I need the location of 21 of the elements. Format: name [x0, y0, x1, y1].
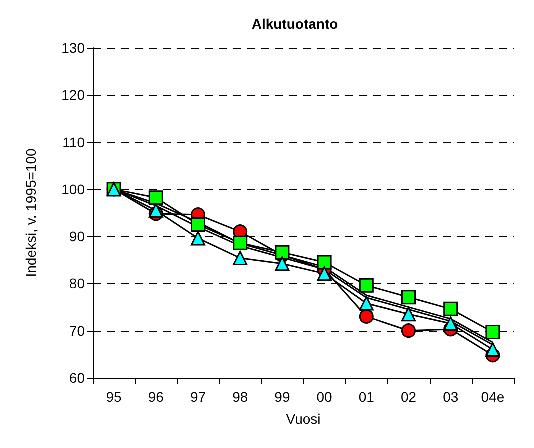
- y-tick-label: 120: [62, 87, 86, 104]
- x-tick-label: 01: [358, 389, 375, 405]
- x-tick-label: 97: [190, 389, 206, 405]
- x-tick-label: 04e: [481, 389, 505, 405]
- x-tick-label: 98: [232, 389, 248, 405]
- y-tick-label: 80: [69, 276, 86, 292]
- x-tick-label: 00: [316, 389, 333, 405]
- x-tick-label: 02: [400, 389, 417, 405]
- y-tick-label: 90: [69, 228, 86, 245]
- chart-title: Alkutuotanto: [252, 16, 338, 32]
- y-tick-label: 60: [69, 370, 86, 386]
- x-tick-label: 95: [106, 389, 122, 405]
- y-axis-title: Indeksi, v. 1995=100: [23, 148, 39, 278]
- x-tick-label: 96: [148, 389, 164, 405]
- y-tick-label: 70: [69, 322, 86, 339]
- y-tick-label: 110: [62, 134, 86, 150]
- x-axis-title: Vuosi: [286, 411, 321, 427]
- y-tick-label: 100: [62, 181, 86, 198]
- x-tick-label: 03: [443, 389, 459, 405]
- x-tick-label: 99: [274, 389, 290, 405]
- y-tick-label: 130: [62, 40, 86, 56]
